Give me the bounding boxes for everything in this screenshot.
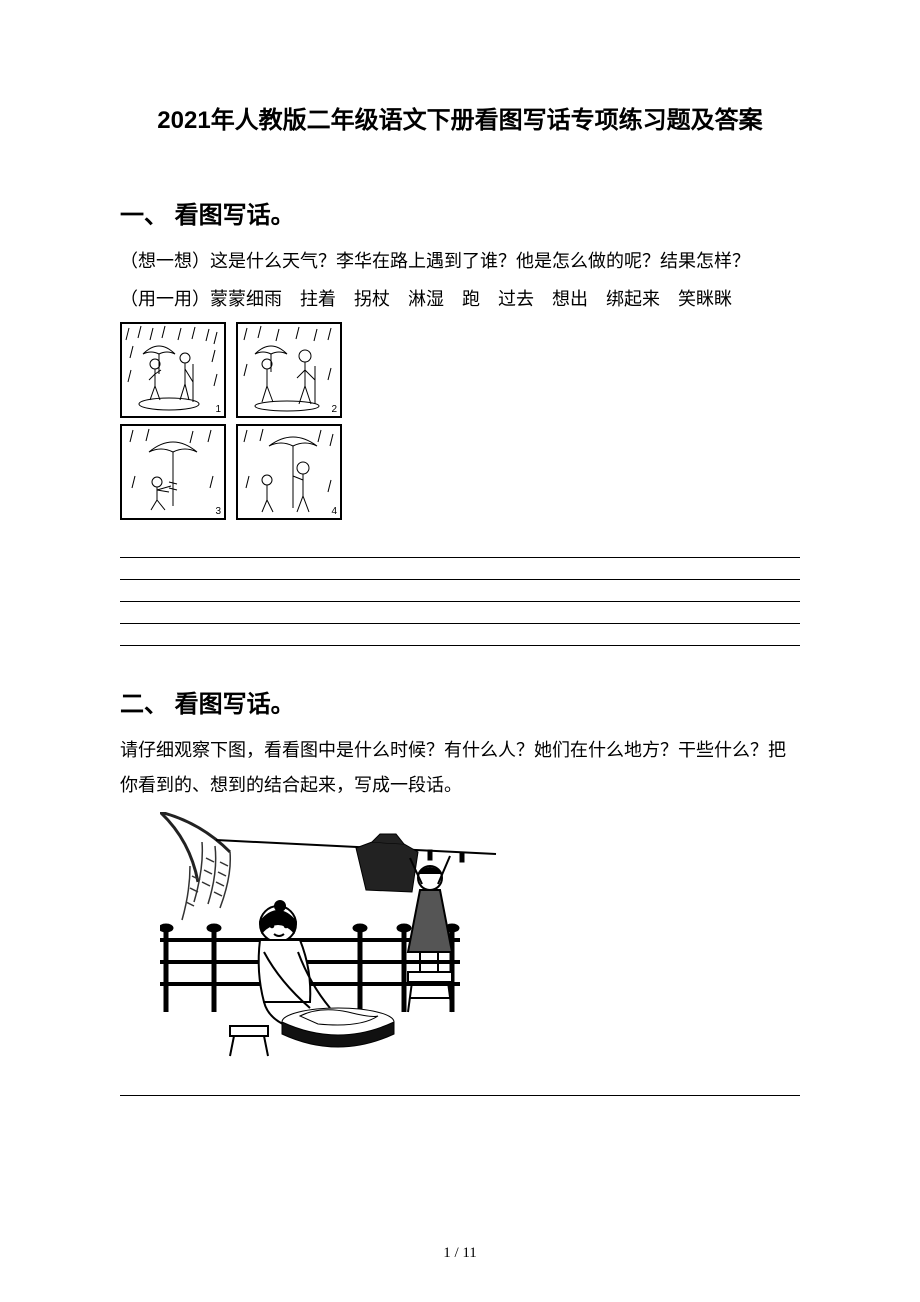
answer-lines-1 (120, 538, 800, 646)
section2-prompt: 请仔细观察下图，看看图中是什么时候？有什么人？她们在什么地方？干些什么？把你看到… (120, 733, 800, 801)
section2-heading: 二、 看图写话。 (120, 684, 800, 719)
panel-number: 4 (331, 506, 337, 517)
rain-umbrella-oldman-icon (122, 324, 224, 416)
story-panels-grid: 1 (120, 322, 800, 520)
answer-line[interactable] (120, 560, 800, 580)
answer-line[interactable] (120, 582, 800, 602)
story-panel-4: 4 (236, 424, 342, 520)
section1-heading: 一、 看图写话。 (120, 195, 800, 230)
answer-line[interactable] (120, 626, 800, 646)
answer-lines-2 (120, 1076, 800, 1096)
section1-prompt-use: （用一用）蒙蒙细雨 拄着 拐杖 淋湿 跑 过去 想出 绑起来 笑眯眯 (120, 282, 800, 316)
boy-walks-to-oldman-icon (238, 324, 340, 416)
panel-number: 2 (331, 404, 337, 415)
panel-number: 1 (215, 404, 221, 415)
answer-line[interactable] (120, 538, 800, 558)
section1-prompt-think: （想一想）这是什么天气？李华在路上遇到了谁？他是怎么做的呢？结果怎样？ (120, 244, 800, 278)
story-panel-2: 2 (236, 322, 342, 418)
story-panel-1: 1 (120, 322, 226, 418)
tie-umbrella-to-cane-icon (122, 426, 224, 518)
mother-washing-child-hanging-illustration (160, 812, 500, 1062)
answer-line[interactable] (120, 1076, 800, 1096)
panel-number: 3 (215, 506, 221, 517)
oldman-holds-umbrella-cane-icon (238, 426, 340, 518)
worksheet-page: 2021年人教版二年级语文下册看图写话专项练习题及答案 一、 看图写话。 （想一… (0, 0, 920, 1302)
story-panel-3: 3 (120, 424, 226, 520)
answer-line[interactable] (120, 604, 800, 624)
page-title: 2021年人教版二年级语文下册看图写话专项练习题及答案 (120, 100, 800, 135)
page-footer: 1 / 11 (0, 1245, 920, 1262)
